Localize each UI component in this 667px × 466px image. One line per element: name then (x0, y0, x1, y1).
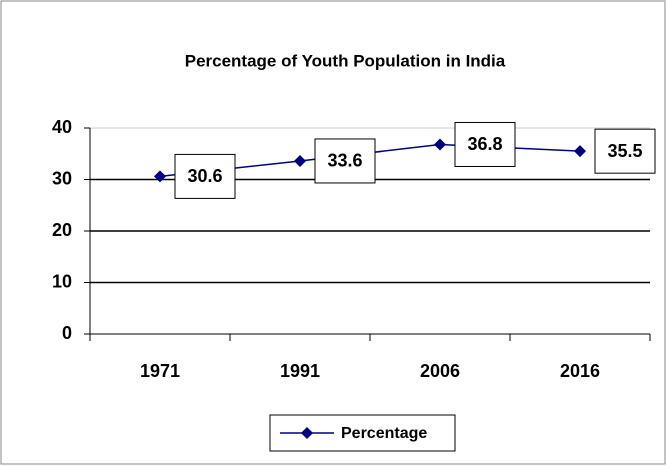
marker (434, 138, 446, 151)
data-label-box (454, 121, 516, 167)
chart-title: Percentage of Youth Population in India (185, 51, 506, 70)
data-label: 30.6 (187, 166, 222, 186)
x-tick-label: 1991 (280, 361, 320, 381)
data-label-box (174, 153, 236, 199)
y-tick-label: 10 (52, 271, 72, 291)
y-tick-label: 20 (52, 220, 72, 240)
x-tick-label: 2016 (560, 361, 600, 381)
x-tick-label: 2006 (420, 361, 460, 381)
legend-marker (301, 427, 313, 439)
legend-label: Percentage (341, 425, 427, 442)
data-label-box (594, 128, 656, 174)
y-tick-label: 40 (52, 117, 72, 137)
data-label: 33.6 (327, 151, 362, 171)
marker (294, 154, 306, 167)
y-tick-label: 30 (52, 168, 72, 188)
x-tick-label: 1971 (140, 361, 180, 381)
data-label: 36.8 (467, 134, 502, 154)
y-tick-label: 0 (62, 323, 72, 343)
data-label-box (314, 138, 376, 184)
data-label: 35.5 (607, 141, 642, 161)
marker (154, 170, 166, 183)
marker (574, 145, 586, 158)
